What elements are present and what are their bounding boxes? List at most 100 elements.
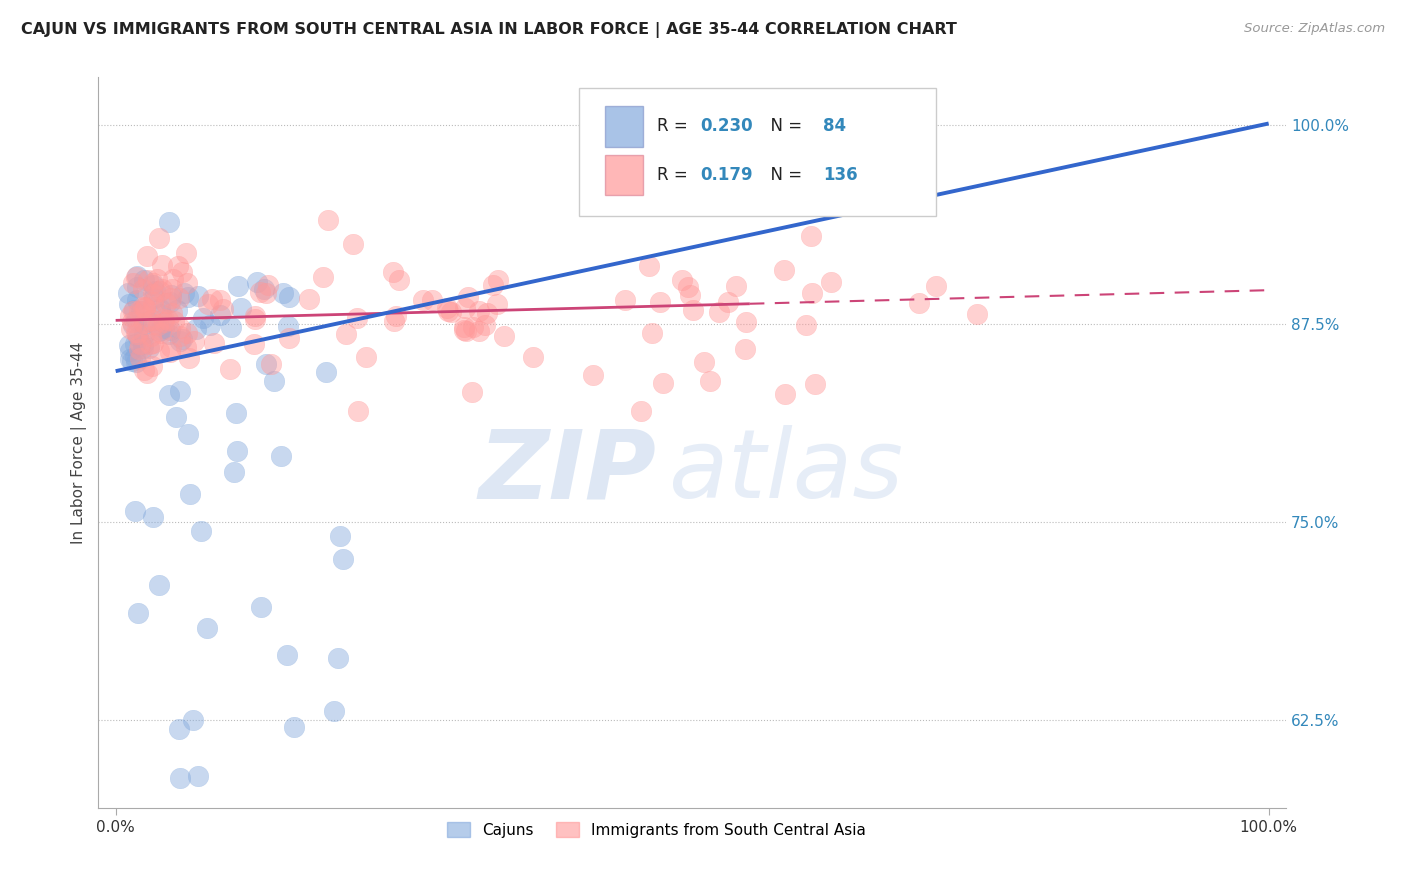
Point <box>165 410 187 425</box>
Point <box>322 705 344 719</box>
Point <box>166 302 188 317</box>
Point <box>801 285 824 300</box>
Point <box>249 285 271 299</box>
Y-axis label: In Labor Force | Age 35-44: In Labor Force | Age 35-44 <box>72 342 87 544</box>
Point <box>132 300 155 314</box>
Point <box>146 272 169 286</box>
Point <box>134 300 156 314</box>
Point <box>159 340 181 354</box>
Point <box>717 294 740 309</box>
Point <box>184 322 207 336</box>
FancyBboxPatch shape <box>579 88 935 216</box>
Point <box>249 599 271 614</box>
Point <box>132 326 155 341</box>
Point <box>134 272 156 286</box>
Point <box>135 366 157 380</box>
Point <box>157 327 180 342</box>
Point <box>315 365 337 379</box>
Point <box>127 329 149 343</box>
Point <box>453 322 475 336</box>
Text: R =: R = <box>657 166 693 184</box>
Point <box>139 336 162 351</box>
Point <box>735 315 758 329</box>
Point <box>125 313 148 327</box>
Point <box>155 296 177 310</box>
Point <box>257 277 280 292</box>
Point <box>149 302 172 317</box>
Point <box>263 374 285 388</box>
Point <box>162 314 184 328</box>
Point <box>127 606 149 620</box>
Point <box>193 311 215 326</box>
Point <box>127 326 149 341</box>
Text: 136: 136 <box>823 166 858 184</box>
Point <box>283 720 305 734</box>
Point <box>141 359 163 373</box>
Point <box>177 351 200 366</box>
Point <box>183 334 205 348</box>
Point <box>208 293 231 308</box>
Point <box>146 318 169 332</box>
Point <box>187 768 209 782</box>
Point <box>177 290 200 304</box>
Point <box>142 278 165 293</box>
Point <box>162 306 184 320</box>
Point <box>152 315 174 329</box>
Text: R =: R = <box>657 117 693 136</box>
Point <box>138 341 160 355</box>
Point <box>150 307 173 321</box>
Point <box>122 277 145 291</box>
Text: atlas: atlas <box>668 425 904 518</box>
Point <box>195 621 218 635</box>
Point <box>162 282 184 296</box>
Point <box>454 301 477 315</box>
Point <box>467 304 489 318</box>
Point <box>156 313 179 327</box>
Text: N =: N = <box>759 117 807 136</box>
Point <box>152 320 174 334</box>
Point <box>800 229 823 244</box>
Point <box>482 277 505 292</box>
Point <box>225 406 247 420</box>
Point <box>124 337 146 351</box>
Point <box>132 363 155 377</box>
Text: N =: N = <box>759 166 807 184</box>
Point <box>242 337 264 351</box>
Point <box>382 314 405 328</box>
Point <box>118 338 141 352</box>
Point <box>709 305 731 319</box>
Point <box>342 236 364 251</box>
Point <box>335 327 357 342</box>
Point <box>652 376 675 391</box>
Point <box>346 311 368 326</box>
Point <box>440 305 463 319</box>
Point <box>150 282 173 296</box>
Point <box>129 336 152 351</box>
Point <box>148 344 170 359</box>
Point <box>461 320 484 334</box>
Point <box>167 291 190 305</box>
Point <box>134 301 156 315</box>
Point <box>141 313 163 327</box>
Point <box>467 324 489 338</box>
Text: CAJUN VS IMMIGRANTS FROM SOUTH CENTRAL ASIA IN LABOR FORCE | AGE 35-44 CORRELATI: CAJUN VS IMMIGRANTS FROM SOUTH CENTRAL A… <box>21 22 957 38</box>
Text: 0.179: 0.179 <box>700 166 754 184</box>
Point <box>135 249 157 263</box>
Point <box>142 291 165 305</box>
Point <box>278 331 301 345</box>
Point <box>277 319 299 334</box>
Point <box>190 524 212 538</box>
Point <box>648 295 671 310</box>
Point <box>475 306 498 320</box>
Point <box>734 342 756 356</box>
Point <box>177 427 200 442</box>
Point <box>117 286 139 301</box>
Point <box>187 289 209 303</box>
Point <box>172 265 194 279</box>
Point <box>682 302 704 317</box>
Point <box>820 275 842 289</box>
Point <box>121 304 143 318</box>
Point <box>804 376 827 391</box>
Point <box>354 351 377 365</box>
Point <box>219 362 242 376</box>
